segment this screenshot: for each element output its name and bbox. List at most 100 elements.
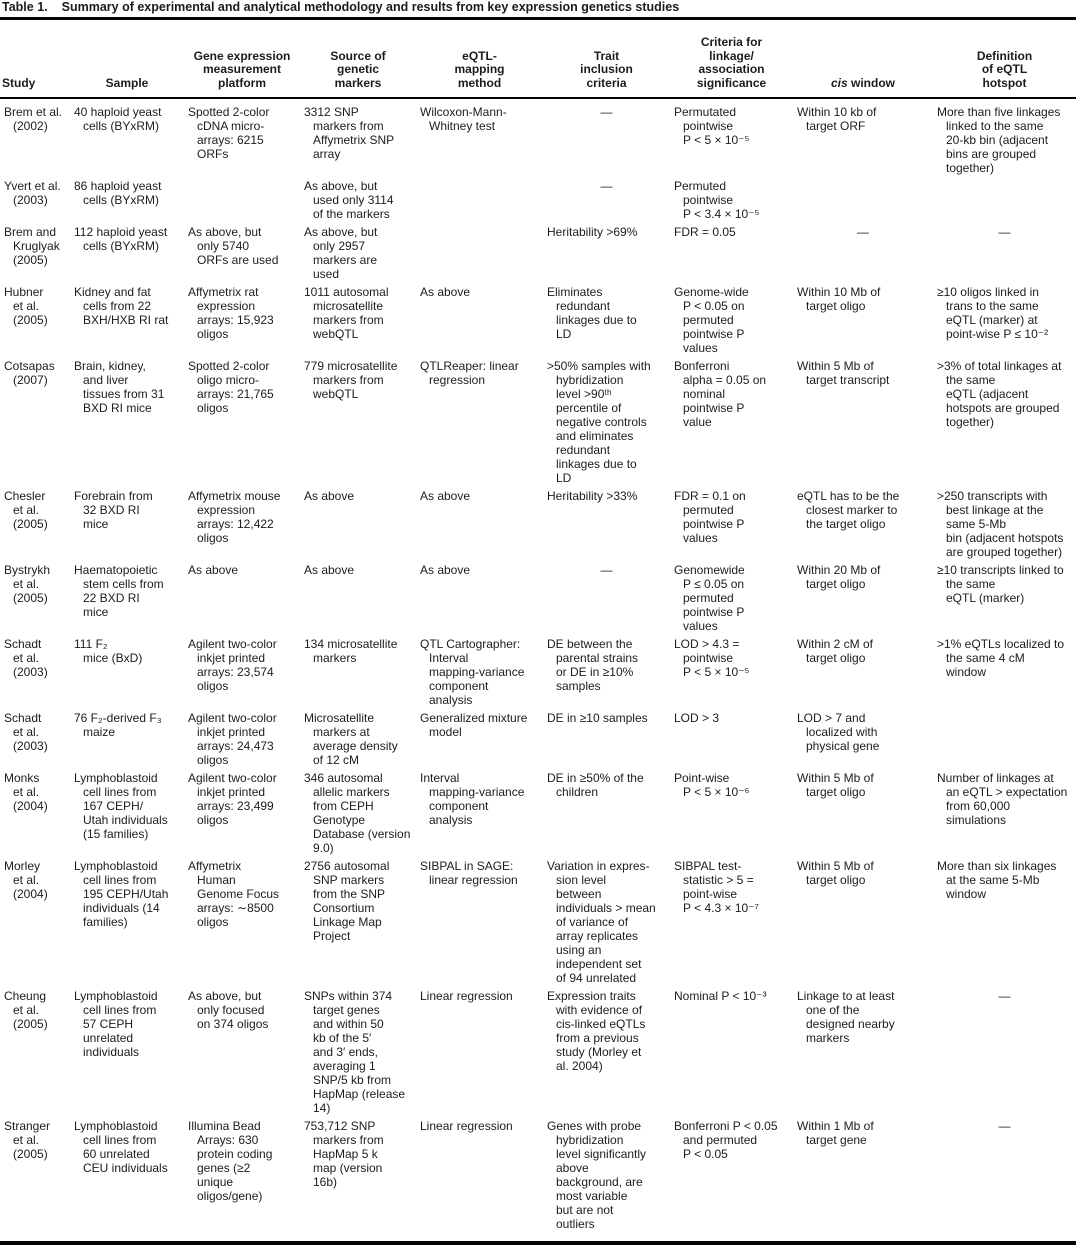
cell-sample: Lymphoblastoid cell lines from 60 unrela… (74, 1119, 168, 1175)
table-title: Table 1. Summary of experimental and anal… (0, 0, 1076, 20)
cell-trait: Expression traits with evidence of cis-l… (547, 989, 646, 1073)
cell-study: Morley et al. (2004) (4, 859, 48, 901)
cell-cis-window: — (857, 225, 869, 239)
cell-sample: 76 F₂-derived F₃ maize (74, 711, 162, 739)
cell-significance: SIBPAL test- statistic > 5 = point-wise … (674, 859, 759, 915)
cell-method: Linear regression (420, 1119, 513, 1133)
cell-method: As above (420, 489, 471, 503)
cell-study: Hubner et al. (2005) (4, 285, 48, 327)
cell-study: Chesler et al. (2005) (4, 489, 48, 531)
cell-significance: Bonferroni P < 0.05 and permuted P < 0.0… (674, 1119, 778, 1161)
cell-hotspot: — (998, 989, 1011, 1003)
cell-significance: Point-wise P < 5 × 10⁻⁶ (674, 771, 750, 799)
cell-source: As above, but only 2957 markers are used (304, 225, 378, 281)
table-row: Morley et al. (2004) Lymphoblastoid cell… (0, 859, 1076, 989)
cell-cis-window: Within 10 Mb of target oligo (797, 285, 881, 313)
table-row: Monks et al. (2004) Lymphoblastoid cell … (0, 771, 1076, 859)
table-row: Hubner et al. (2005) Kidney and fat cell… (0, 285, 1076, 359)
cell-trait: Eliminates redundant linkages due to LD (547, 285, 637, 341)
cell-method: Linear regression (420, 989, 513, 1003)
cell-significance: Nominal P < 10⁻³ (674, 989, 767, 1003)
cell-cis-window: Within 2 cM of target oligo (797, 637, 874, 665)
cell-cis-window: Within 5 Mb of target oligo (797, 859, 874, 887)
table-row: Bystrykh et al. (2005) Haematopoietic st… (0, 563, 1076, 637)
cell-trait: Variation in expres- sion level between … (547, 859, 656, 985)
cell-sample: 40 haploid yeast cells (BYxRM) (74, 105, 162, 133)
header-row: Study Sample Gene expression measurement… (0, 20, 1076, 99)
column-header-method: eQTL- mapping method (416, 20, 543, 99)
cell-cis-window: Within 5 Mb of target transcript (797, 359, 890, 387)
cell-platform (184, 179, 300, 225)
table-body: Brem et al. (2002) 40 haploid yeast cell… (0, 98, 1076, 1242)
cell-source: 134 microsatellite markers (304, 637, 398, 665)
cell-trait: Genes with probe hybridization level sig… (547, 1119, 647, 1231)
cell-cis-window: Linkage to at least one of the designed … (797, 989, 895, 1045)
cis-window-label: window (847, 75, 895, 90)
cell-study: Cheung et al. (2005) (4, 989, 48, 1031)
cell-study: Brem and Kruglyak (2005) (4, 225, 60, 267)
cell-sample: Lymphoblastoid cell lines from 57 CEPH u… (74, 989, 158, 1059)
table-row: Cheung et al. (2005) Lymphoblastoid cell… (0, 989, 1076, 1119)
cell-method: Wilcoxon-Mann- Whitney test (420, 105, 507, 133)
cell-hotspot: ≥10 transcripts linked to the same eQTL … (937, 563, 1064, 605)
cell-cis-window: Within 10 kb of target ORF (797, 105, 877, 133)
cell-sample: Haematopoietic stem cells from 22 BXD RI… (74, 563, 164, 619)
cell-sample: 112 haploid yeast cells (BYxRM) (74, 225, 168, 253)
cell-platform: As above, but only 5740 ORFs are used (188, 225, 279, 267)
cell-trait: DE between the parental strains or DE in… (547, 637, 639, 693)
cell-trait: Heritability >33% (547, 489, 638, 503)
cell-significance: LOD > 4.3 = pointwise P < 5 × 10⁻⁵ (674, 637, 750, 679)
cell-platform: Agilent two-color inkjet printed arrays:… (188, 637, 277, 693)
cell-platform: Agilent two-color inkjet printed arrays:… (188, 711, 277, 767)
cell-significance: Permuted pointwise P < 3.4 × 10⁻⁵ (674, 179, 760, 221)
column-header-hotspot: Definition of eQTL hotspot (933, 20, 1076, 99)
cell-source: 3312 SNP markers from Affymetrix SNP arr… (304, 105, 395, 161)
cell-hotspot (933, 711, 1076, 771)
cell-cis-window: Within 5 Mb of target oligo (797, 771, 874, 799)
cell-study: Yvert et al. (2003) (4, 179, 61, 207)
cell-platform: Illumina Bead Arrays: 630 protein coding… (188, 1119, 273, 1203)
column-header-significance: Criteria for linkage/ association signif… (670, 20, 793, 99)
cell-platform: Affymetrix rat expression arrays: 15,923… (188, 285, 274, 341)
cell-cis-window (793, 179, 933, 225)
cell-hotspot: — (998, 1119, 1011, 1133)
column-header-sample: Sample (70, 20, 184, 99)
cell-hotspot: >1% eQTLs localized to the same 4 cM win… (937, 637, 1065, 679)
cell-hotspot: >3% of total linkages at the same eQTL (… (937, 359, 1062, 429)
column-header-source: Source of genetic markers (300, 20, 416, 99)
cell-source: Microsatellite markers at average densit… (304, 711, 398, 767)
cell-significance: Bonferroni alpha = 0.05 on nominal point… (674, 359, 767, 429)
cell-hotspot: More than five linkages linked to the sa… (937, 105, 1061, 175)
cell-trait: Heritability >69% (547, 225, 638, 239)
cell-method: Generalized mixture model (420, 711, 528, 739)
studies-table: Study Sample Gene expression measurement… (0, 20, 1076, 1242)
column-header-platform: Gene expression measurement platform (184, 20, 300, 99)
table-header: Study Sample Gene expression measurement… (0, 20, 1076, 99)
cell-significance: Permutated pointwise P < 5 × 10⁻⁵ (674, 105, 750, 147)
cell-significance: FDR = 0.05 (674, 225, 736, 239)
cell-source: As above (304, 489, 355, 503)
table-number-label: Table 1. (2, 0, 48, 14)
cell-cis-window: Within 1 Mb of target gene (797, 1119, 874, 1147)
cell-study: Stranger et al. (2005) (4, 1119, 51, 1161)
cis-italic-label: cis (830, 75, 848, 90)
table-row: Stranger et al. (2005) Lymphoblastoid ce… (0, 1119, 1076, 1242)
cell-study: Bystrykh et al. (2005) (4, 563, 51, 605)
cell-sample: Lymphoblastoid cell lines from 195 CEPH/… (74, 859, 169, 929)
column-header-trait: Trait inclusion criteria (543, 20, 670, 99)
cell-study: Cotsapas (2007) (4, 359, 55, 387)
cell-hotspot: More than six linkages at the same 5-Mb … (937, 859, 1057, 901)
cell-hotspot: Number of linkages at an eQTL > expectat… (937, 771, 1068, 827)
cell-source: 346 autosomal allelic markers from CEPH … (304, 771, 411, 855)
cell-method: SIBPAL in SAGE: linear regression (420, 859, 518, 887)
cell-significance: Genome-wide P < 0.05 on permuted pointwi… (674, 285, 749, 355)
cell-significance: FDR = 0.1 on permuted pointwise P values (674, 489, 746, 545)
cell-hotspot (933, 179, 1076, 225)
cell-source: SNPs within 374 target genes and within … (304, 989, 406, 1115)
cell-platform: Spotted 2-color cDNA micro- arrays: 6215… (188, 105, 270, 161)
cell-platform: As above, but only focused on 374 oligos (188, 989, 269, 1031)
cell-sample: Brain, kidney, and liver tissues from 31… (74, 359, 165, 415)
cell-sample: Lymphoblastoid cell lines from 167 CEPH/… (74, 771, 168, 841)
cell-source: As above, but used only 3114 of the mark… (304, 179, 394, 221)
